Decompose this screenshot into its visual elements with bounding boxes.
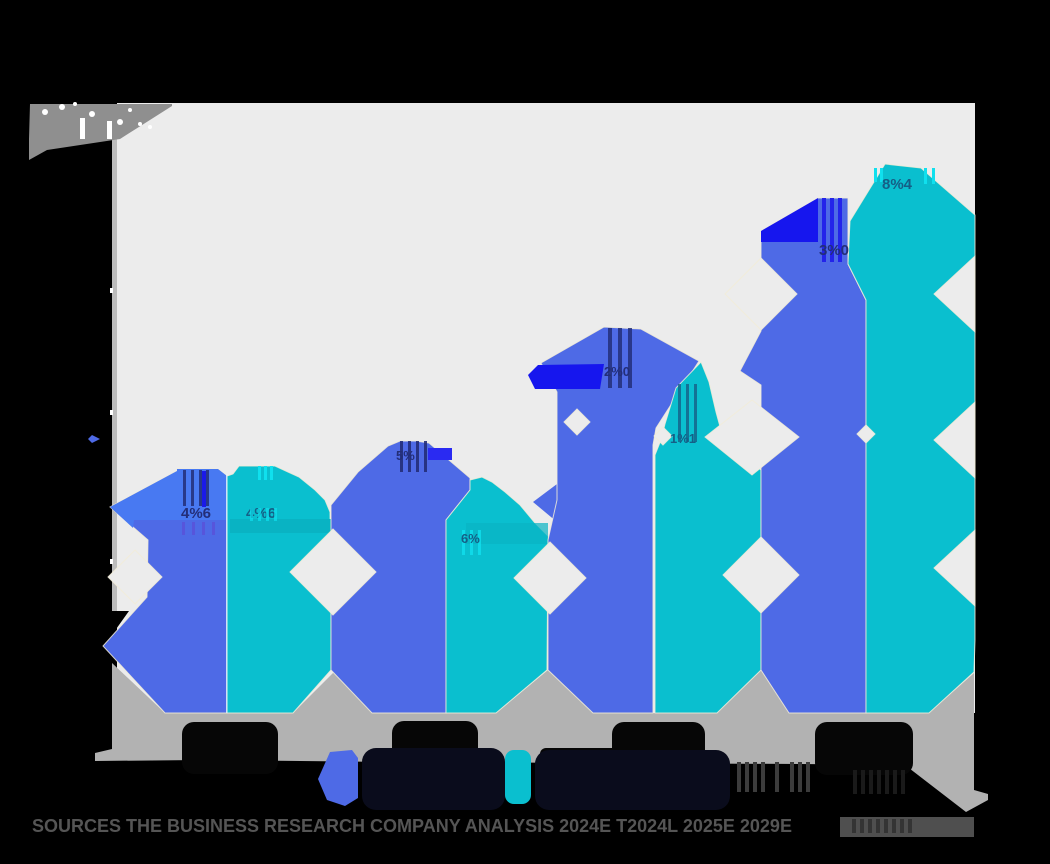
svg-text:8%4: 8%4 [882,176,913,193]
svg-text:6%: 6% [461,531,480,546]
svg-text:4%6: 4%6 [181,505,211,522]
svg-text:SOURCES THE BUSINESS RESEARCH: SOURCES THE BUSINESS RESEARCH COMPANY AN… [32,816,792,836]
svg-text:3%0: 3%0 [819,242,849,259]
svg-text:1%1: 1%1 [670,431,696,446]
svg-text:2%0: 2%0 [604,364,630,379]
svg-text:5%: 5% [396,448,415,463]
